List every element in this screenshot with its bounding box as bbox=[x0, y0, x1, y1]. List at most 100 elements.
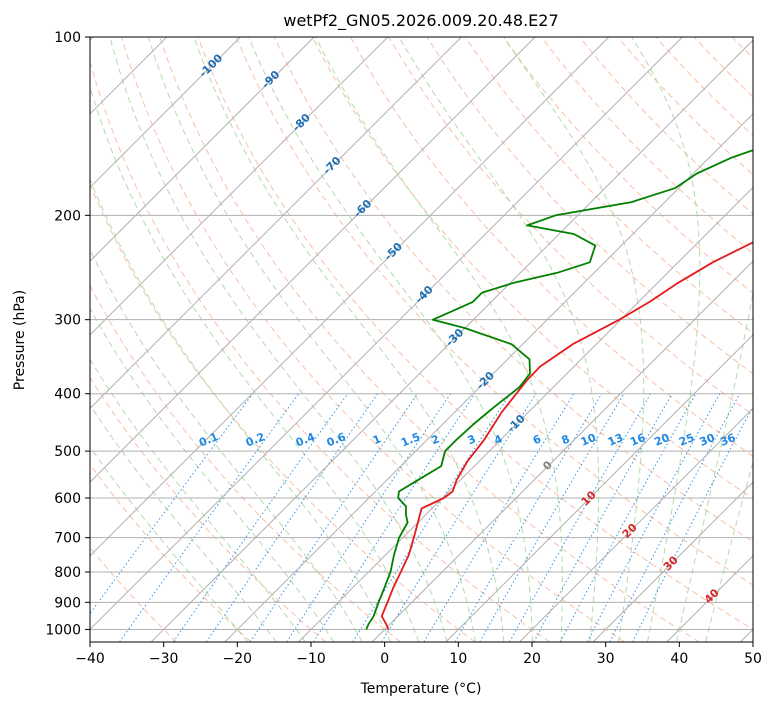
dry-adiabat bbox=[655, 37, 753, 137]
mixing-ratio-label: 3 bbox=[466, 432, 478, 447]
mixing-ratio-line bbox=[352, 393, 511, 642]
x-axis-label: Temperature (°C) bbox=[360, 681, 482, 697]
dry-adiabat bbox=[273, 37, 753, 543]
moist-adiabat bbox=[676, 290, 753, 642]
moist-adiabat bbox=[503, 37, 645, 642]
mixing-ratio-label: 20 bbox=[652, 431, 671, 449]
mixing-ratio-line bbox=[586, 393, 721, 642]
moist-adiabat bbox=[398, 37, 600, 642]
moist-adiabat bbox=[631, 37, 701, 642]
y-tick-label: 100 bbox=[54, 30, 81, 46]
moist-adiabat bbox=[90, 307, 335, 642]
moist-adiabat bbox=[90, 446, 248, 642]
mixing-ratio-label: 36 bbox=[718, 431, 737, 449]
mixing-ratio-line bbox=[509, 393, 652, 642]
dry-adiabat bbox=[502, 37, 753, 294]
pressure-grid bbox=[90, 37, 753, 630]
isotherm-line bbox=[666, 555, 753, 642]
isotherm-line bbox=[90, 37, 241, 189]
mixing-ratio-line bbox=[119, 393, 300, 642]
moist-adiabat bbox=[90, 358, 306, 642]
y-tick-label: 600 bbox=[54, 491, 81, 507]
isotherm-line bbox=[90, 37, 536, 483]
dry-adiabat bbox=[90, 60, 551, 642]
y-tick-label: 400 bbox=[54, 387, 81, 403]
x-tick-label: 20 bbox=[523, 651, 541, 667]
dry-adiabat bbox=[90, 463, 252, 642]
isotherm-line bbox=[90, 37, 315, 262]
isotherm-label: -70 bbox=[320, 154, 343, 177]
plot-frame bbox=[89, 36, 754, 643]
moist-adiabat bbox=[193, 37, 505, 642]
dry-adiabat bbox=[235, 37, 753, 586]
moist-adiabat bbox=[90, 404, 277, 642]
x-tick-label: 0 bbox=[380, 651, 389, 667]
moist-adiabat bbox=[90, 177, 391, 642]
dry-adiabat bbox=[121, 37, 625, 642]
isotherm-line bbox=[371, 260, 753, 642]
mixing-ratio-label: 16 bbox=[628, 431, 647, 449]
x-tick-label: 50 bbox=[744, 651, 762, 667]
x-tick-label: −40 bbox=[75, 651, 105, 667]
mixing-ratio-line bbox=[632, 405, 753, 642]
mixing-ratio-line bbox=[286, 393, 451, 642]
dewpoint-line bbox=[365, 149, 753, 630]
isotherm-line bbox=[592, 481, 753, 642]
x-tick-label: −20 bbox=[223, 651, 253, 667]
mixing-ratio-label: 1 bbox=[371, 432, 383, 447]
mixing-ratio-label: 2 bbox=[429, 432, 441, 447]
mixing-ratio-line bbox=[313, 393, 476, 642]
y-tick-label: 200 bbox=[54, 208, 81, 224]
moist-adiabat bbox=[248, 37, 533, 642]
isotherm-line bbox=[519, 407, 753, 642]
y-axis-label: Pressure (hPa) bbox=[12, 290, 28, 390]
mixing-ratio-line bbox=[90, 393, 254, 615]
mixing-ratio-line bbox=[205, 393, 379, 642]
mixing-ratio-line bbox=[249, 393, 418, 642]
mixing-ratio-label: 8 bbox=[560, 432, 572, 447]
dry-adiabat bbox=[693, 37, 753, 98]
moist-adiabat bbox=[705, 460, 753, 642]
dry-adiabat bbox=[617, 37, 753, 176]
mixing-ratio-label: 0.4 bbox=[294, 430, 317, 449]
temperature-line bbox=[380, 241, 753, 630]
mixing-ratio-line bbox=[172, 393, 349, 642]
isotherm-line bbox=[298, 186, 753, 642]
x-tick-label: −10 bbox=[296, 651, 326, 667]
mixing-ratio-line bbox=[454, 393, 603, 642]
isotherm-line bbox=[90, 37, 610, 557]
moist-adiabat bbox=[90, 85, 420, 642]
x-tick-label: 10 bbox=[449, 651, 467, 667]
moist-adiabat bbox=[147, 37, 476, 642]
dry-adiabat bbox=[350, 37, 753, 458]
isotherm-label: -90 bbox=[259, 68, 282, 91]
y-tick-label: 300 bbox=[54, 313, 81, 329]
x-tick-label: 30 bbox=[597, 651, 615, 667]
x-tick-label: −30 bbox=[149, 651, 179, 667]
y-tick-label: 700 bbox=[54, 531, 81, 547]
moist-adiabat bbox=[90, 248, 363, 642]
isotherm-line bbox=[90, 37, 389, 336]
mixing-ratio-label: 4 bbox=[492, 432, 504, 447]
mixing-ratio-label: 13 bbox=[606, 431, 625, 449]
mixing-ratio-label: 25 bbox=[677, 431, 696, 449]
moist-adiabat bbox=[109, 37, 448, 642]
dry-adiabat bbox=[311, 37, 753, 500]
dry-adiabat bbox=[770, 37, 775, 642]
dry-adiabat bbox=[90, 376, 327, 642]
mixing-ratio-label: 30 bbox=[698, 431, 717, 449]
isotherm-line bbox=[150, 39, 753, 642]
mixing-ratio-label: 10 bbox=[579, 431, 598, 449]
mixing-ratio-line bbox=[423, 393, 575, 642]
isotherm-line bbox=[224, 113, 753, 642]
background-lines bbox=[90, 37, 775, 642]
mixing-ratio-label: 0.2 bbox=[244, 430, 267, 449]
y-tick-label: 1000 bbox=[45, 622, 81, 638]
mixing-ratio-line bbox=[533, 393, 673, 642]
y-tick-label: 800 bbox=[54, 565, 81, 581]
dry-adiabat bbox=[541, 37, 753, 254]
dry-adiabat bbox=[90, 284, 401, 642]
isotherm-line bbox=[90, 37, 683, 631]
mixing-ratio-line bbox=[559, 393, 697, 642]
chart-title: wetPf2_GN05.2026.009.20.48.E27 bbox=[283, 11, 558, 31]
